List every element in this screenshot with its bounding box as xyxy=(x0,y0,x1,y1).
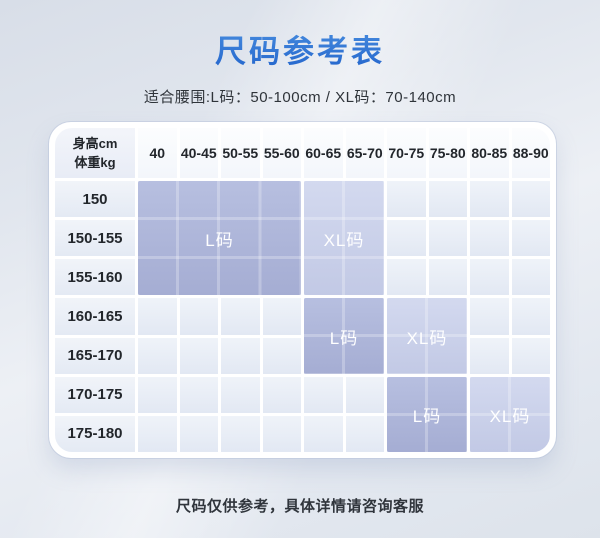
body-cell xyxy=(387,181,426,218)
column-header-cell: 40 xyxy=(138,128,177,178)
body-cell xyxy=(221,298,260,335)
body-cell xyxy=(387,259,426,296)
body-cell xyxy=(221,415,260,452)
body-cell xyxy=(262,337,301,374)
size-block-label: XL码 xyxy=(406,328,448,348)
size-block-xl: XL码 xyxy=(470,376,550,452)
body-cell xyxy=(511,298,550,335)
row-label-cell: 160-165 xyxy=(55,298,135,335)
column-header-cell: 75-80 xyxy=(428,128,467,178)
column-header-cell: 50-55 xyxy=(221,128,260,178)
body-cell xyxy=(179,337,218,374)
size-block-label: L码 xyxy=(205,230,234,250)
row-label-cell: 170-175 xyxy=(55,376,135,413)
body-cell xyxy=(138,415,177,452)
body-cell xyxy=(304,415,343,452)
size-block-l: L码 xyxy=(304,298,384,374)
body-cell xyxy=(262,415,301,452)
size-table-grid: 身高cm 体重kg 40 40-45 50-55 55-60 60-65 65-70 70-75… xyxy=(55,128,550,452)
body-cell xyxy=(262,298,301,335)
body-cell xyxy=(387,220,426,257)
size-block-label: L码 xyxy=(329,328,359,348)
body-cell xyxy=(511,337,550,374)
body-cell xyxy=(345,415,384,452)
column-header-cell: 70-75 xyxy=(387,128,426,178)
disclaimer-text: 尺码仅供参考，具体详情请咨询客服 xyxy=(175,498,424,515)
body-cell xyxy=(179,376,218,413)
size-block-label: XL码 xyxy=(323,230,365,250)
waist-fit-subtitle: 适合腰围:L码：50-100cm / XL码：70-140cm xyxy=(143,89,457,106)
column-header-cell: 60-65 xyxy=(304,128,343,178)
body-cell xyxy=(511,181,550,218)
body-cell xyxy=(428,259,467,296)
body-cell xyxy=(511,220,550,257)
size-block-l: L码 xyxy=(138,181,301,296)
page-title: 尺码参考表 xyxy=(0,0,600,71)
size-block-label: L码 xyxy=(412,406,442,426)
body-cell xyxy=(221,337,260,374)
row-label-cell: 150-155 xyxy=(55,220,135,257)
size-block-label: XL码 xyxy=(489,406,531,426)
body-cell xyxy=(470,259,509,296)
size-block-l: L码 xyxy=(387,376,467,452)
column-header-cell: 55-60 xyxy=(262,128,301,178)
body-cell xyxy=(262,376,301,413)
column-header-cell: 80-85 xyxy=(470,128,509,178)
column-header-cell: 88-90 xyxy=(511,128,550,178)
row-label-cell: 150 xyxy=(55,181,135,218)
row-label-cell: 175-180 xyxy=(55,415,135,452)
body-cell xyxy=(179,298,218,335)
body-cell xyxy=(470,298,509,335)
body-cell xyxy=(470,220,509,257)
body-cell xyxy=(179,415,218,452)
body-cell xyxy=(511,259,550,296)
body-cell xyxy=(138,298,177,335)
body-cell xyxy=(428,220,467,257)
row-label-cell: 165-170 xyxy=(55,337,135,374)
body-cell xyxy=(470,181,509,218)
size-block-xl: XL码 xyxy=(387,298,467,374)
body-cell xyxy=(345,376,384,413)
size-block-xl: XL码 xyxy=(304,181,384,296)
column-header-cell: 65-70 xyxy=(345,128,384,178)
body-cell xyxy=(304,376,343,413)
corner-header-cell: 身高cm 体重kg xyxy=(55,128,135,178)
body-cell xyxy=(138,337,177,374)
body-cell xyxy=(428,181,467,218)
column-header-cell: 40-45 xyxy=(179,128,218,178)
body-cell xyxy=(138,376,177,413)
row-label-cell: 155-160 xyxy=(55,259,135,296)
size-table-card: 身高cm 体重kg 40 40-45 50-55 55-60 60-65 65-70 70-75… xyxy=(49,122,556,458)
body-cell xyxy=(470,337,509,374)
body-cell xyxy=(221,376,260,413)
